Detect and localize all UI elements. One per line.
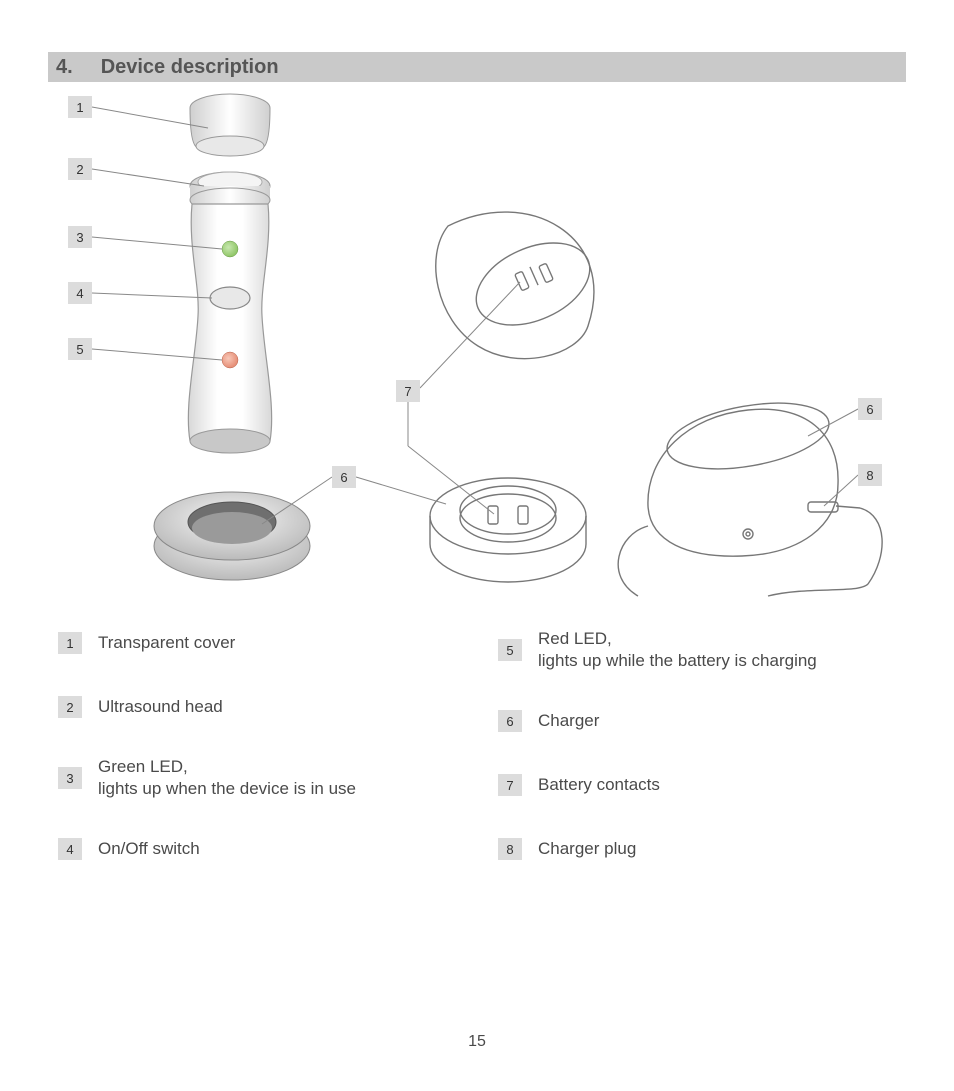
legend-num: 2	[66, 700, 73, 715]
section-header: 4. Device description	[48, 52, 906, 82]
section-title: Device description	[101, 56, 279, 79]
legend-row: 3 Green LED,lights up when the device is…	[58, 756, 478, 800]
legend-text-5: Red LED,lights up while the battery is c…	[538, 628, 817, 672]
callout-3: 3	[68, 226, 92, 248]
legend-badge-5: 5	[498, 639, 522, 661]
legend-row: 4 On/Off switch	[58, 834, 478, 864]
legend-badge-4: 4	[58, 838, 82, 860]
callout-2-num: 2	[76, 162, 83, 177]
callout-7: 7	[396, 380, 420, 402]
legend-num: 1	[66, 636, 73, 651]
callout-8-num: 8	[866, 468, 873, 483]
legend-num: 4	[66, 842, 73, 857]
page-number: 15	[0, 1033, 954, 1051]
legend-text-7: Battery contacts	[538, 774, 660, 796]
legend-row: 7 Battery contacts	[498, 770, 918, 800]
legend-num: 7	[506, 778, 513, 793]
callout-2: 2	[68, 158, 92, 180]
callout-4: 4	[68, 282, 92, 304]
section-number: 4.	[48, 56, 101, 79]
legend-text-2: Ultrasound head	[98, 696, 223, 718]
legend-badge-1: 1	[58, 632, 82, 654]
legend-badge-2: 2	[58, 696, 82, 718]
callout-5-num: 5	[76, 342, 83, 357]
legend-num: 6	[506, 714, 513, 729]
legend-text-1: Transparent cover	[98, 632, 235, 654]
legend-badge-8: 8	[498, 838, 522, 860]
legend-row: 1 Transparent cover	[58, 628, 478, 658]
legend-column-right: 5 Red LED,lights up while the battery is…	[498, 628, 918, 898]
callout-1-num: 1	[76, 100, 83, 115]
callout-6b: 6	[858, 398, 882, 420]
legend-text-3: Green LED,lights up when the device is i…	[98, 756, 356, 800]
legend-row: 2 Ultrasound head	[58, 692, 478, 722]
callout-6b-num: 6	[866, 402, 873, 417]
legend-column-left: 1 Transparent cover 2 Ultrasound head 3 …	[58, 628, 478, 898]
legend-num: 3	[66, 771, 73, 786]
legend-text-4: On/Off switch	[98, 838, 200, 860]
legend-text-8: Charger plug	[538, 838, 636, 860]
legend-badge-7: 7	[498, 774, 522, 796]
diagram-svg	[48, 86, 906, 606]
legend-row: 6 Charger	[498, 706, 918, 736]
callout-5: 5	[68, 338, 92, 360]
legend-badge-6: 6	[498, 710, 522, 732]
callout-4-num: 4	[76, 286, 83, 301]
legend-num: 5	[506, 643, 513, 658]
callout-7-num: 7	[404, 384, 411, 399]
legend-num: 8	[506, 842, 513, 857]
legend-badge-3: 3	[58, 767, 82, 789]
device-diagram: 1 2 3 4 5 6 7 6 8	[48, 86, 906, 606]
callout-8: 8	[858, 464, 882, 486]
legend-row: 8 Charger plug	[498, 834, 918, 864]
callout-3-num: 3	[76, 230, 83, 245]
callout-1: 1	[68, 96, 92, 118]
legend-row: 5 Red LED,lights up while the battery is…	[498, 628, 918, 672]
legend-text-6: Charger	[538, 710, 599, 732]
callout-6a: 6	[332, 466, 356, 488]
callout-6a-num: 6	[340, 470, 347, 485]
